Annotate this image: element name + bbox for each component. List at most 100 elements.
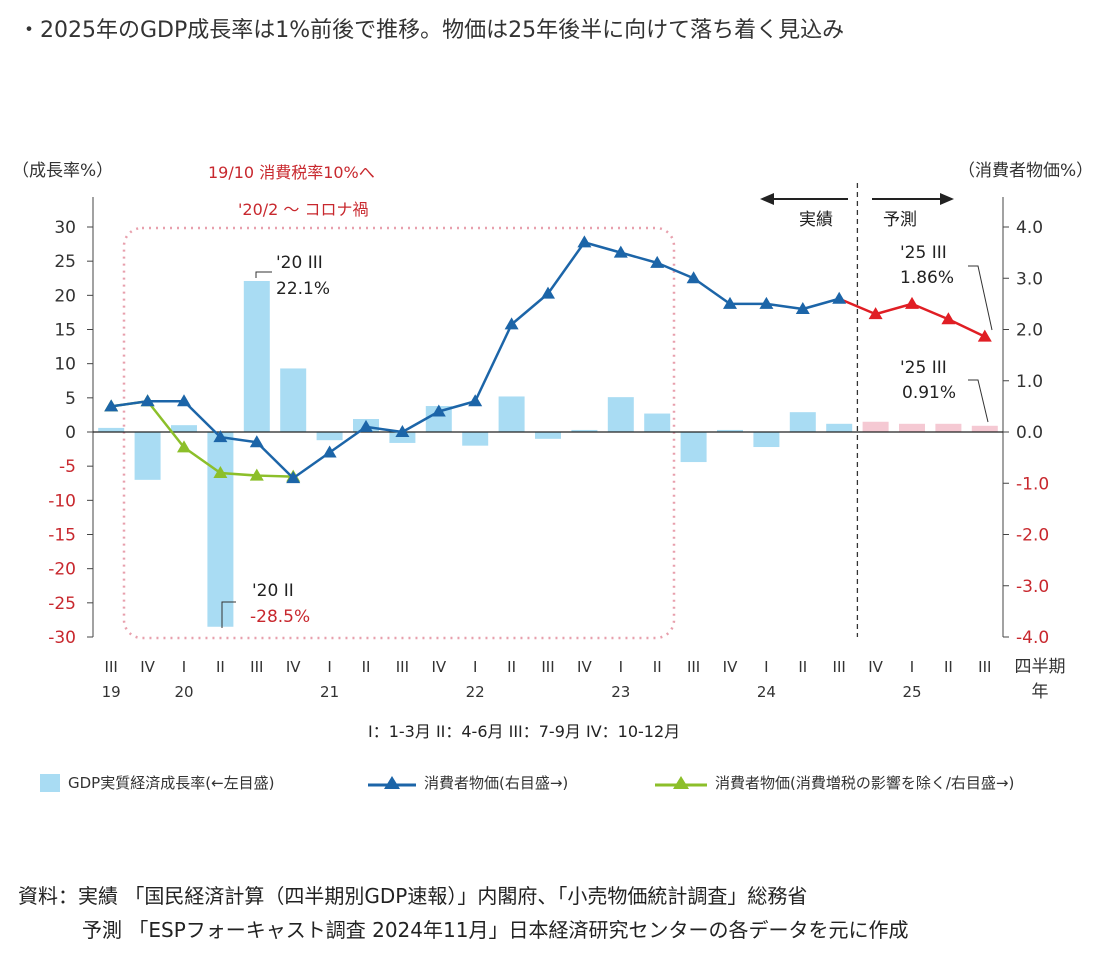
cpi-segment — [911, 302, 949, 321]
gdp-bar — [680, 432, 707, 463]
year-label: 19 — [102, 683, 121, 701]
cpi-ex-tax-marker — [213, 466, 228, 478]
cpi-marker — [468, 394, 483, 407]
source-line-1: 資料：実績 「国民経済計算（四半期別GDP速報）」内閣府、「小売物価統計調査」総… — [18, 884, 808, 908]
cpi-segment — [766, 302, 803, 311]
legend-swatch-cpi — [368, 775, 416, 789]
cpi-segment — [546, 241, 586, 295]
gdp-bar — [498, 396, 525, 432]
cpi-marker — [359, 419, 373, 432]
right-tick-label: -3.0 — [1016, 577, 1049, 597]
quarter-label: IV — [286, 658, 301, 676]
gdp-end-quarter-label: '25 III — [900, 358, 947, 378]
left-tick-label: 5 — [65, 389, 76, 409]
cpi-marker — [613, 245, 628, 258]
forecast-label: 予測 — [883, 210, 917, 230]
gdp-bar — [899, 423, 925, 432]
cpi-segment — [255, 441, 295, 480]
legend-item-cpi-ex-tax: 消費者物価(消費増税の影響を除く/右目盛→) — [655, 772, 1014, 793]
quarter-label: IV — [723, 658, 738, 676]
gdp-bar — [862, 421, 889, 432]
right-tick-label: 0.0 — [1016, 423, 1043, 443]
gdp-bar — [207, 432, 234, 627]
peak-callout-line — [255, 271, 272, 278]
cpi-marker — [322, 445, 337, 458]
quarter-label: I — [764, 658, 768, 676]
year-label: 24 — [757, 683, 776, 701]
cpi-marker — [104, 399, 119, 412]
legend-item-cpi: 消費者物価(右目盛→) — [368, 772, 568, 793]
cpi-marker — [541, 286, 555, 299]
cpi-marker — [686, 271, 701, 284]
trough-callout-line — [221, 601, 236, 628]
quarter-label: III — [396, 658, 409, 676]
cpi-marker — [177, 394, 191, 407]
cpi-marker — [977, 329, 992, 342]
year-label: 23 — [611, 683, 630, 701]
box-title-covid: '20/2 〜 コロナ禍 — [238, 200, 369, 219]
cpi-segment — [802, 297, 840, 311]
quarter-label: II — [798, 658, 807, 676]
cpi-marker — [868, 307, 883, 320]
cpi-marker — [650, 255, 665, 268]
legend-swatch-cpi-ex-tax — [655, 775, 707, 789]
legend-item-gdp: GDP実質経済成長率(←左目盛) — [40, 772, 275, 793]
cpi-end-callout-line — [968, 265, 993, 331]
quarter-label: I — [910, 658, 914, 676]
gdp-bar — [753, 432, 780, 448]
left-tick-label: -10 — [48, 491, 76, 511]
gdp-bar — [98, 427, 125, 432]
cpi-marker — [140, 394, 155, 407]
left-tick-label: -20 — [48, 560, 76, 580]
cpi-ex-tax-segment — [256, 474, 294, 478]
right-tick-label: 3.0 — [1016, 269, 1043, 289]
gdp-bar — [571, 429, 598, 432]
cpi-marker — [577, 235, 592, 248]
gdp-bar — [717, 429, 743, 432]
cpi-marker — [431, 404, 446, 417]
gdp-bar — [243, 280, 270, 432]
left-tick-label: 15 — [54, 321, 76, 341]
cpi-segment — [947, 318, 986, 338]
left-axis-title: （成長率%） — [12, 161, 113, 181]
quarter-label: IV — [431, 658, 446, 676]
year-label: 22 — [466, 683, 485, 701]
quarter-label: III — [541, 658, 554, 676]
gdp-end-value-label: 0.91% — [902, 383, 956, 403]
gdp-bar — [389, 432, 416, 443]
cpi-marker — [213, 430, 228, 443]
gdp-bar — [316, 432, 343, 441]
gdp-bar — [171, 425, 197, 432]
legend-swatch-gdp — [40, 773, 60, 792]
cpi-segment — [620, 251, 658, 265]
trough-value-label: -28.5% — [250, 607, 310, 627]
year-label: 25 — [902, 683, 921, 701]
actual-arrow-head — [760, 193, 774, 205]
quarter-note: I：1-3月 II：4-6月 III：7-9月 IV：10-12月 — [368, 722, 681, 741]
quarter-label: II — [216, 658, 225, 676]
peak-value-label: 22.1% — [276, 279, 330, 299]
quarter-label: III — [833, 658, 846, 676]
right-tick-label: 1.0 — [1016, 372, 1043, 392]
cpi-ex-tax-segment — [220, 471, 257, 477]
actual-label: 実績 — [799, 210, 833, 230]
quarter-label: II — [944, 658, 953, 676]
cpi-marker — [286, 471, 301, 484]
box-title-tax: 19/10 消費税率10%へ — [208, 163, 375, 182]
cpi-marker — [249, 435, 264, 448]
left-tick-label: -30 — [48, 628, 76, 648]
cpi-segment — [220, 435, 257, 444]
cpi-marker — [832, 291, 847, 304]
trough-quarter-label: '20 II — [252, 581, 294, 601]
quarter-label: III — [978, 658, 991, 676]
gdp-bar — [971, 425, 998, 432]
cpi-marker — [905, 296, 919, 309]
left-tick-label: 30 — [54, 218, 76, 238]
legend-label-cpi-ex-tax: 消費者物価(消費増税の影響を除く/右目盛→) — [715, 774, 1015, 792]
left-tick-label: -25 — [48, 594, 76, 614]
quarter-label: II — [507, 658, 516, 676]
quarter-label: III — [250, 658, 263, 676]
quarter-label: I — [619, 658, 623, 676]
cpi-end-quarter-label: '25 III — [900, 243, 947, 263]
cpi-segment — [584, 241, 622, 254]
